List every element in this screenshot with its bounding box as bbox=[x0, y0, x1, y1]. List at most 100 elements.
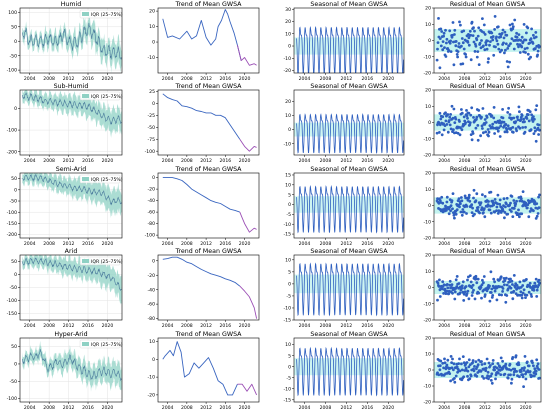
semi-arid-trend-axes: -100 -80 -60 -40 -20 0 2004 2008 2012 2016 2020 Tre… bbox=[145, 166, 260, 247]
hyper-arid-residual-point bbox=[487, 361, 491, 365]
arid-residual-point bbox=[538, 281, 541, 285]
sub-humid-residual-point bbox=[466, 116, 469, 120]
hyper-arid-residual-point bbox=[446, 358, 450, 362]
arid-seasonal-ytick-label: 5 bbox=[288, 269, 291, 275]
sub-humid-residual-point bbox=[530, 113, 533, 117]
sub-humid-residual-point bbox=[446, 130, 450, 134]
arid-residual-point bbox=[460, 286, 464, 290]
humid-residual-point bbox=[490, 31, 494, 35]
hyper-arid-residual-point bbox=[522, 369, 526, 372]
hyper-arid-residual-point bbox=[512, 373, 516, 377]
semi-arid-seasonal-ytick-label: 10 bbox=[285, 182, 291, 188]
humid-mean-gwsa-line bbox=[22, 22, 122, 60]
humid-residual-point bbox=[466, 40, 470, 44]
humid-residual-point bbox=[443, 46, 446, 49]
semi-arid-seasonal-ytick-label: -5 bbox=[286, 212, 291, 218]
arid-residual-axes: -20 -10 0 10 20 2004 2008 2012 2016 2020 Residual … bbox=[423, 248, 542, 329]
humid-residual-point bbox=[491, 35, 495, 38]
arid-residual-point bbox=[503, 283, 506, 287]
humid-residual-ytick-label: 20 bbox=[425, 6, 431, 12]
arid-residual-point bbox=[499, 275, 503, 279]
hyper-arid-legend-box bbox=[79, 339, 121, 349]
semi-arid-residual-point bbox=[512, 199, 516, 202]
arid-residual-point bbox=[492, 277, 496, 281]
humid-residual-point bbox=[526, 26, 530, 30]
hyper-arid-residual-xtick-label: 2012 bbox=[479, 405, 491, 411]
semi-arid-residual-point bbox=[512, 207, 516, 210]
arid-residual-point bbox=[480, 296, 483, 300]
hyper-arid-residual-point bbox=[475, 367, 478, 371]
arid-residual-point bbox=[520, 296, 524, 300]
humid-residual-point bbox=[533, 47, 537, 51]
sub-humid-residual-point bbox=[497, 126, 501, 130]
arid-residual-point bbox=[529, 293, 533, 296]
semi-arid-residual-point bbox=[451, 207, 454, 211]
humid-residual-point bbox=[505, 33, 509, 37]
semi-arid-trend-ytick-label: 0 bbox=[152, 175, 155, 181]
humid-residual-point bbox=[437, 17, 440, 20]
arid-residual-point bbox=[453, 290, 457, 294]
sub-humid-seasonal-xtick-label: 2020 bbox=[382, 158, 394, 164]
semi-arid-residual-point bbox=[444, 204, 447, 208]
hyper-arid-residual-point bbox=[464, 366, 468, 370]
semi-arid-gwsa-ytick-label: 0 bbox=[14, 187, 17, 193]
sub-humid-residual-point bbox=[517, 105, 521, 109]
arid-residual-point bbox=[512, 289, 516, 293]
humid-residual-point bbox=[472, 40, 476, 44]
semi-arid-iqr-band bbox=[22, 173, 122, 219]
semi-arid-residual-point bbox=[486, 203, 490, 207]
sub-humid-residual-point bbox=[458, 133, 462, 137]
arid-residual-point bbox=[462, 292, 466, 296]
hyper-arid-residual-point bbox=[475, 374, 479, 378]
hyper-arid-seasonal-xtick-label: 2012 bbox=[341, 405, 353, 411]
sub-humid-residual-point bbox=[535, 104, 539, 107]
hyper-arid-residual-point bbox=[481, 375, 484, 378]
sub-humid-trend-line-recent bbox=[239, 138, 257, 152]
arid-residual-point bbox=[528, 281, 532, 285]
humid-residual-xtick-label: 2008 bbox=[459, 76, 471, 82]
humid-seasonal-axes: -20 -10 0 10 20 30 2004 2008 2012 2016 2020 Seasona… bbox=[283, 1, 405, 82]
humid-residual-point bbox=[491, 38, 495, 42]
semi-arid-residual-frame bbox=[433, 172, 542, 239]
humid-residual-ytick-label: 10 bbox=[425, 22, 431, 28]
arid-gwsa-xtick-label: 2016 bbox=[82, 323, 94, 329]
humid-trend-axes: -10 0 10 20 2004 2008 2012 2016 2020 Trend of Mea… bbox=[147, 1, 260, 82]
sub-humid-residual-point bbox=[438, 111, 442, 115]
semi-arid-residual-point bbox=[536, 212, 540, 215]
humid-residual-point bbox=[523, 47, 527, 51]
humid-residual-point bbox=[500, 32, 504, 35]
arid-residual-point bbox=[462, 299, 466, 302]
arid-residual-point bbox=[467, 297, 471, 301]
semi-arid-legend-label: IQR (25–75%) bbox=[91, 177, 123, 183]
sub-humid-trend-ytick-label: -25 bbox=[147, 113, 155, 119]
humid-residual-point bbox=[436, 47, 439, 51]
humid-residual-point bbox=[444, 55, 448, 58]
arid-residual-point bbox=[521, 291, 525, 295]
humid-residual-point bbox=[461, 62, 465, 66]
humid-residual-point bbox=[504, 42, 508, 46]
sub-humid-residual-xtick-label: 2008 bbox=[459, 158, 471, 164]
humid-residual-point bbox=[445, 37, 449, 41]
sub-humid-residual-point bbox=[467, 111, 471, 115]
arid-residual-point bbox=[470, 286, 474, 289]
hyper-arid-residual-point bbox=[477, 358, 481, 362]
arid-trend-line-recent bbox=[239, 285, 258, 319]
arid-residual-point bbox=[511, 297, 515, 301]
humid-trend-xtick-label: 2004 bbox=[162, 76, 174, 82]
sub-humid-residual-point bbox=[524, 125, 527, 129]
sub-humid-residual-point bbox=[453, 121, 457, 124]
humid-residual-point bbox=[536, 49, 540, 53]
humid-residual-point bbox=[470, 20, 474, 24]
sub-humid-residual-point bbox=[536, 126, 540, 130]
sub-humid-residual-point bbox=[507, 106, 510, 110]
arid-residual-point bbox=[466, 278, 469, 282]
hyper-arid-residual-point bbox=[504, 362, 508, 366]
hyper-arid-residual-point bbox=[528, 370, 532, 373]
semi-arid-seasonal-xtick-label: 2020 bbox=[382, 241, 394, 247]
hyper-arid-seasonal-xtick-label: 2008 bbox=[320, 405, 332, 411]
humid-residual-point bbox=[445, 41, 448, 45]
arid-residual-xtick-label: 2008 bbox=[459, 323, 471, 329]
hyper-arid-gwsa-ytick-label: -100 bbox=[7, 396, 18, 402]
arid-residual-point bbox=[451, 291, 454, 295]
hyper-arid-residual-point bbox=[522, 385, 525, 388]
